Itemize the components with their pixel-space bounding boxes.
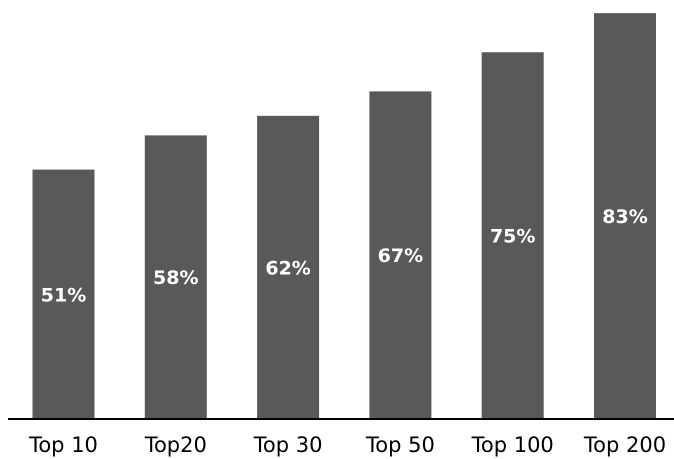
- bar-value-label-6: 83%: [602, 206, 647, 228]
- bar-3: [257, 115, 320, 419]
- x-tick-label-1: Top 10: [28, 433, 98, 457]
- x-tick-labels-group: Top 10 Top20 Top 30 Top 50 Top 100 Top 200: [28, 433, 666, 457]
- bar-6: [594, 13, 656, 419]
- x-tick-label-6: Top 200: [583, 433, 666, 457]
- x-tick-label-4: Top 50: [365, 433, 435, 457]
- bar-2: [144, 135, 207, 419]
- bar-value-label-5: 75%: [490, 226, 535, 248]
- value-labels-group: 51% 58% 62% 67% 75% 83%: [41, 206, 648, 306]
- x-tick-label-2: Top20: [144, 433, 207, 457]
- x-tick-label-5: Top 100: [471, 433, 554, 457]
- bar-4: [369, 91, 432, 420]
- bar-value-label-3: 62%: [265, 257, 310, 279]
- bars-group: [32, 13, 656, 420]
- bar-5: [481, 52, 544, 419]
- x-tick-label-3: Top 30: [253, 433, 323, 457]
- bar-value-label-2: 58%: [153, 267, 198, 289]
- bar-value-label-1: 51%: [41, 284, 86, 306]
- bar-1: [32, 169, 95, 419]
- bar-value-label-4: 67%: [378, 245, 423, 267]
